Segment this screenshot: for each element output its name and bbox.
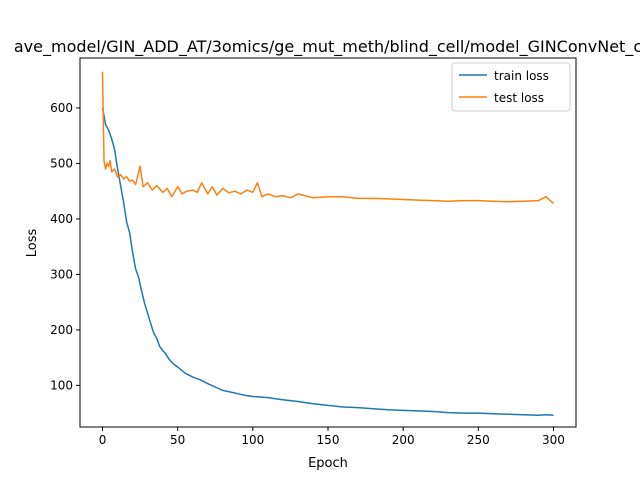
legend: train loss test loss: [451, 62, 571, 112]
series-line-test-loss: [101, 71, 554, 204]
x-axis-label: Epoch: [308, 456, 348, 471]
y-axis: 100 200 300 400 500 600: [50, 101, 80, 392]
legend-label-test-loss: test loss: [494, 91, 544, 105]
legend-label-train-loss: train loss: [494, 69, 549, 83]
y-axis-label: Loss: [25, 229, 40, 258]
x-tick-label: 50: [170, 433, 185, 447]
x-axis: 0 50 100 150 200 250 300: [99, 427, 565, 447]
y-tick-label: 500: [50, 156, 73, 170]
plot-frame: [79, 57, 577, 428]
x-tick-label: 300: [542, 433, 565, 447]
plot-area: [101, 71, 554, 417]
series-line-train-loss: [101, 107, 554, 417]
y-tick-label: 100: [50, 378, 73, 392]
x-tick-label: 200: [392, 433, 415, 447]
y-tick-label: 600: [50, 101, 73, 115]
y-tick-label: 400: [50, 212, 73, 226]
x-tick-label: 100: [241, 433, 264, 447]
x-tick-label: 250: [467, 433, 490, 447]
x-tick-label: 0: [99, 433, 107, 447]
y-tick-label: 200: [50, 323, 73, 337]
chart-title: ave_model/GIN_ADD_AT/3omics/ge_mut_meth/…: [14, 37, 640, 57]
x-tick-label: 150: [317, 433, 340, 447]
y-tick-label: 300: [50, 267, 73, 281]
